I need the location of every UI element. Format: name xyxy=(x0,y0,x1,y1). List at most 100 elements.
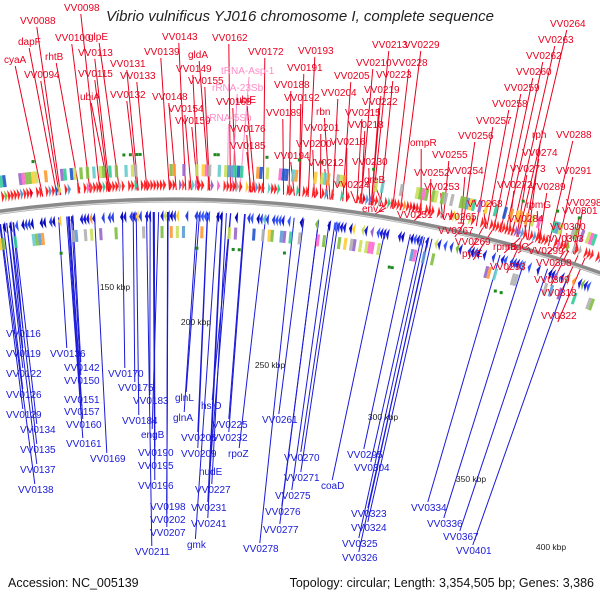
forward-gene xyxy=(470,214,475,226)
forward-gene xyxy=(396,198,401,211)
marker-dot xyxy=(387,265,391,269)
reverse-gene-label-callout xyxy=(0,224,24,410)
annotation-block xyxy=(509,273,516,286)
annotation-block xyxy=(265,167,270,180)
annotation-block xyxy=(351,239,357,252)
forward-gene-label-callout xyxy=(288,90,292,196)
annotation-block xyxy=(284,168,289,182)
forward-gene-label: VV0168 xyxy=(216,97,252,108)
forward-gene-label: VV0210 xyxy=(356,58,392,69)
forward-gene xyxy=(188,179,192,192)
forward-gene-label: VV0228 xyxy=(392,58,428,69)
forward-gene xyxy=(77,182,81,195)
forward-gene-label: VV0260 xyxy=(516,67,552,78)
annotation-block xyxy=(59,168,65,181)
forward-gene-label-callout xyxy=(282,118,285,195)
forward-gene-label: VV0263 xyxy=(538,35,574,46)
reverse-gene-label: VV0227 xyxy=(195,485,231,496)
forward-gene-label: VV0257 xyxy=(476,116,512,127)
annotation-block xyxy=(319,172,325,185)
forward-gene xyxy=(597,257,600,264)
annotation-block xyxy=(0,175,4,188)
reverse-gene xyxy=(234,211,239,224)
reverse-gene-label: VV0323 xyxy=(351,509,387,520)
forward-gene-label: VV0274 xyxy=(522,148,558,159)
reverse-gene-label-callout xyxy=(363,234,411,450)
annotation-block xyxy=(357,239,363,253)
forward-gene-label: VV0254 xyxy=(448,166,484,177)
annotation-block xyxy=(114,227,118,240)
reverse-gene xyxy=(473,247,479,259)
forward-gene-label: VV0256 xyxy=(458,131,494,142)
annotation-block xyxy=(30,171,36,184)
forward-gene xyxy=(330,188,335,201)
marker-dot xyxy=(31,160,35,164)
reverse-gene-label-callout xyxy=(9,222,38,445)
reverse-gene xyxy=(101,211,105,224)
forward-gene xyxy=(38,186,43,199)
annotation-block xyxy=(175,226,179,239)
forward-gene xyxy=(270,182,275,195)
reverse-gene xyxy=(379,227,384,240)
forward-gene-label: VV0194 xyxy=(274,151,310,162)
forward-gene-label: VV0115 xyxy=(78,69,113,80)
forward-gene xyxy=(235,180,240,193)
annotation-block xyxy=(588,298,595,311)
forward-gene-label-callout xyxy=(94,79,110,192)
annotation-block xyxy=(467,198,474,211)
forward-gene-label: VV0269 xyxy=(455,237,491,248)
marker-dot xyxy=(499,291,503,295)
forward-gene-label-callout xyxy=(462,141,476,224)
annotation-block xyxy=(483,265,490,279)
annotation-block xyxy=(236,165,241,178)
reverse-gene xyxy=(82,213,87,226)
reverse-gene xyxy=(144,210,149,223)
reverse-gene-label: VV0175 xyxy=(118,383,154,394)
reverse-gene-label-callout xyxy=(185,212,201,393)
reverse-gene-label: VV0196 xyxy=(138,481,174,492)
forward-gene xyxy=(324,187,328,200)
reverse-gene-label-callout xyxy=(211,213,227,485)
forward-gene xyxy=(112,180,116,193)
forward-gene-label-callout xyxy=(413,213,422,222)
forward-gene xyxy=(482,217,488,229)
forward-gene-label: VV0255 xyxy=(432,150,468,161)
annotation-block xyxy=(501,206,509,220)
reverse-gene xyxy=(287,215,291,228)
annotation-block xyxy=(0,238,3,251)
forward-gene xyxy=(451,209,457,222)
forward-gene xyxy=(339,189,344,202)
marker-dot xyxy=(213,153,217,157)
reverse-gene xyxy=(194,210,198,223)
annotation-block xyxy=(551,220,558,234)
forward-gene xyxy=(399,199,404,211)
annotation-block xyxy=(24,172,29,185)
annotation-block xyxy=(101,165,106,178)
reverse-gene xyxy=(470,246,476,259)
forward-gene xyxy=(108,180,113,193)
annotation-block xyxy=(414,186,420,200)
forward-gene-label-callout xyxy=(527,140,541,240)
annotation-block xyxy=(31,233,36,247)
reverse-gene-label: VV0169 xyxy=(90,454,126,465)
reverse-gene-label: VV0241 xyxy=(191,519,227,530)
forward-gene xyxy=(531,230,537,243)
scale-label: 400 kbp xyxy=(536,542,567,552)
forward-gene xyxy=(374,194,379,207)
reverse-gene xyxy=(527,262,533,274)
annotation-block xyxy=(379,180,385,193)
forward-gene-label: VV0293 xyxy=(490,262,526,273)
reverse-gene-label: VV0270 xyxy=(284,453,320,464)
forward-gene xyxy=(305,185,309,198)
forward-gene-label-callout xyxy=(332,98,339,200)
annotation-block xyxy=(590,233,598,246)
reverse-gene-label: hslO xyxy=(201,401,222,412)
forward-gene xyxy=(576,244,582,257)
reverse-gene-label-callout xyxy=(183,212,198,413)
annotation-block xyxy=(195,164,199,177)
reverse-gene xyxy=(2,221,7,234)
forward-gene xyxy=(201,179,205,192)
reverse-gene xyxy=(200,210,204,223)
forward-gene-label-callout xyxy=(350,190,356,204)
